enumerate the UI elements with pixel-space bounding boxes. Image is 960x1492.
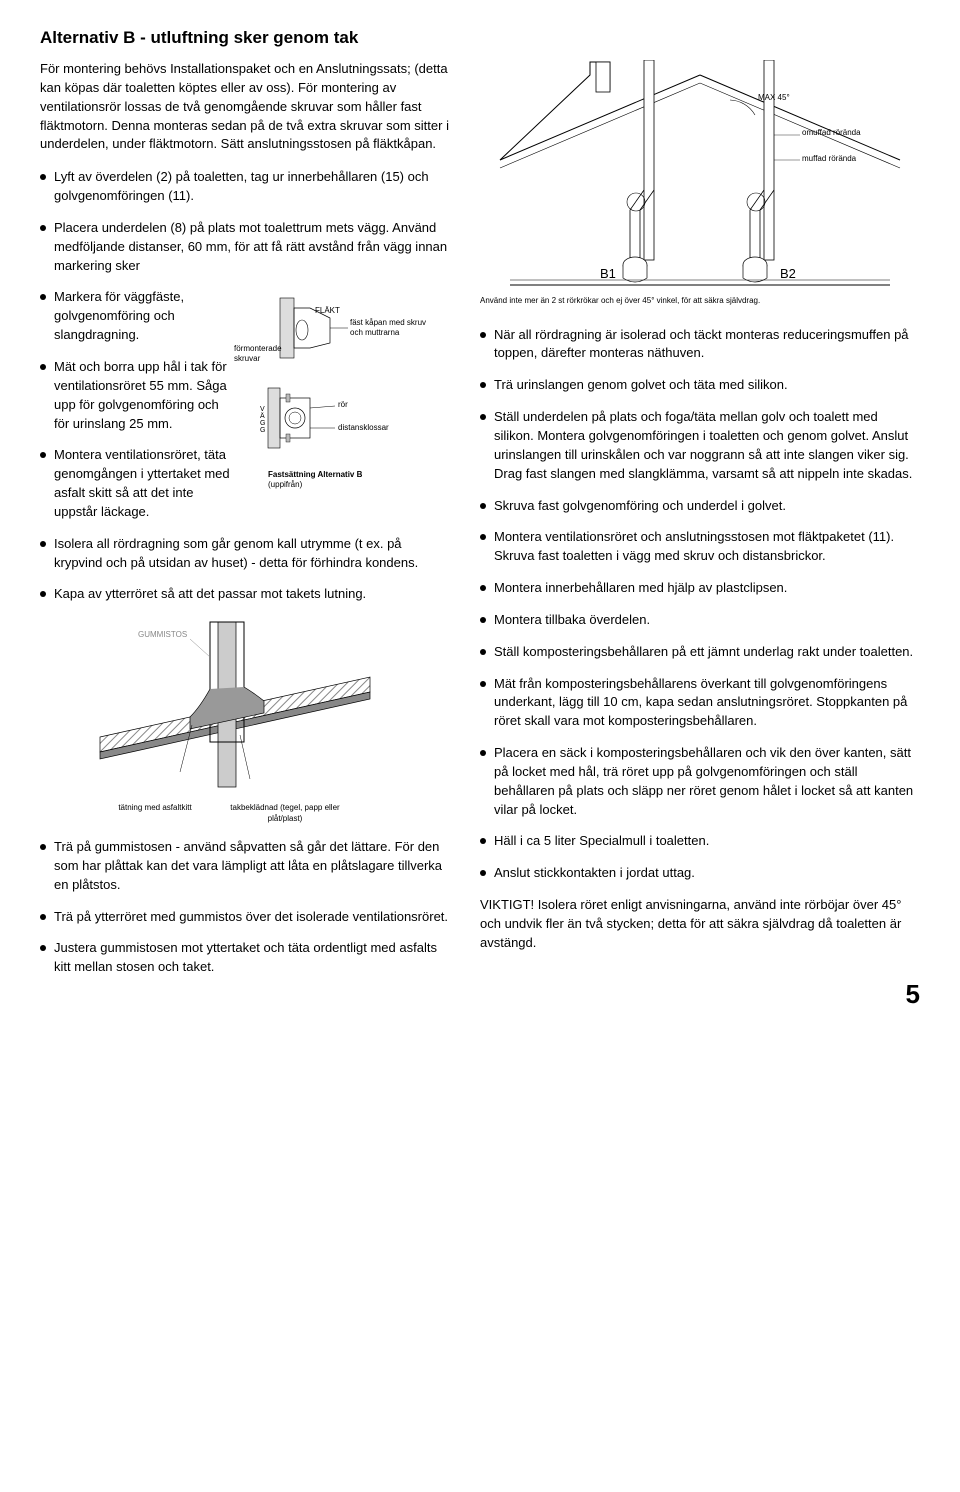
left-bullets-mid: Isolera all rördragning som går genom ka…	[40, 535, 450, 605]
list-item: Trä på ytterröret med gummistos över det…	[40, 908, 450, 927]
page-number: 5	[906, 979, 920, 1010]
list-item: Markera för väggfäste, golvgenomföring o…	[40, 288, 230, 345]
flakt-label: FLÄKT	[315, 306, 340, 315]
left-bullets-top: Lyft av överdelen (2) på toaletten, tag …	[40, 168, 450, 275]
left-side-bullets: Markera för väggfäste, golvgenomföring o…	[40, 288, 230, 521]
list-item: Mät och borra upp hål i tak för ventilat…	[40, 358, 230, 433]
omuffad-label: omuffad rörända	[802, 128, 861, 137]
left-column: För montering behövs Installationspaket …	[40, 60, 450, 990]
max-label: MAX 45°	[758, 93, 790, 102]
distans-label: distansklossar	[338, 423, 389, 432]
list-item: Montera ventilationsröret och anslutning…	[480, 528, 920, 566]
gummistos-label: GUMMISTOS	[138, 630, 187, 639]
important-text: VIKTIGT! Isolera röret enligt anvisninga…	[480, 896, 920, 953]
formonterade-label: förmonterade skruvar	[234, 344, 289, 362]
list-item: Kapa av ytterröret så att det passar mot…	[40, 585, 450, 604]
list-item: Justera gummistosen mot yttertaket och t…	[40, 939, 450, 977]
page-title: Alternativ B - utluftning sker genom tak	[40, 28, 920, 48]
list-item: Anslut stickkontakten i jordat uttag.	[480, 864, 920, 883]
right-column: B1 B2 MAX 45° omuffad rörända muffad rör…	[480, 60, 920, 990]
list-item: Ställ underdelen på plats och foga/täta …	[480, 408, 920, 483]
list-item: Placera en säck i komposteringsbehållare…	[480, 744, 920, 819]
list-item: Montera innerbehållaren med hjälp av pla…	[480, 579, 920, 598]
fast-diagram: FLÄKT fäst kåpan med skruv och muttr	[240, 288, 440, 523]
list-item: Lyft av överdelen (2) på toaletten, tag …	[40, 168, 450, 206]
list-item: Häll i ca 5 liter Specialmull i toalette…	[480, 832, 920, 851]
roof-diagram: B1 B2 MAX 45° omuffad rörända muffad rör…	[480, 60, 920, 290]
list-item: Trä på gummistosen - använd såpvatten så…	[40, 838, 450, 895]
right-bullets: När all rördragning är isolerad och täck…	[480, 326, 920, 884]
gummi-diagram: GUMMISTOS	[90, 617, 390, 797]
list-item: Placera underdelen (8) på plats mot toal…	[40, 219, 450, 276]
list-item: Mät från komposteringsbehållarens överka…	[480, 675, 920, 732]
b1-label: B1	[600, 266, 616, 281]
list-item: Ställ komposteringsbehållaren på ett jäm…	[480, 643, 920, 662]
list-item: När all rördragning är isolerad och täck…	[480, 326, 920, 364]
list-item: Isolera all rördragning som går genom ka…	[40, 535, 450, 573]
roof-caption: Använd inte mer än 2 st rörkrökar och ej…	[480, 296, 920, 306]
gummi-labels: tätning med asfaltkitt takbeklädnad (teg…	[90, 803, 350, 824]
intro-text: För montering behövs Installationspaket …	[40, 60, 450, 154]
vagg-text: VÄGG	[260, 406, 265, 434]
left-bullets-bottom: Trä på gummistosen - använd såpvatten så…	[40, 838, 450, 977]
muffad-label: muffad rörända	[802, 154, 856, 163]
ror-label: rör	[338, 400, 348, 409]
list-item: Montera ventilationsröret, täta genomgån…	[40, 446, 230, 521]
list-item: Montera tillbaka överdelen.	[480, 611, 920, 630]
b2-label: B2	[780, 266, 796, 281]
kapan-label: fäst kåpan med skruv och muttrarna	[350, 318, 440, 336]
list-item: Trä urinslangen genom golvet och täta me…	[480, 376, 920, 395]
list-item: Skruva fast golvgenomföring och underdel…	[480, 497, 920, 516]
fast-caption: Fastsättning Alternativ B (uppifrån)	[268, 470, 362, 488]
